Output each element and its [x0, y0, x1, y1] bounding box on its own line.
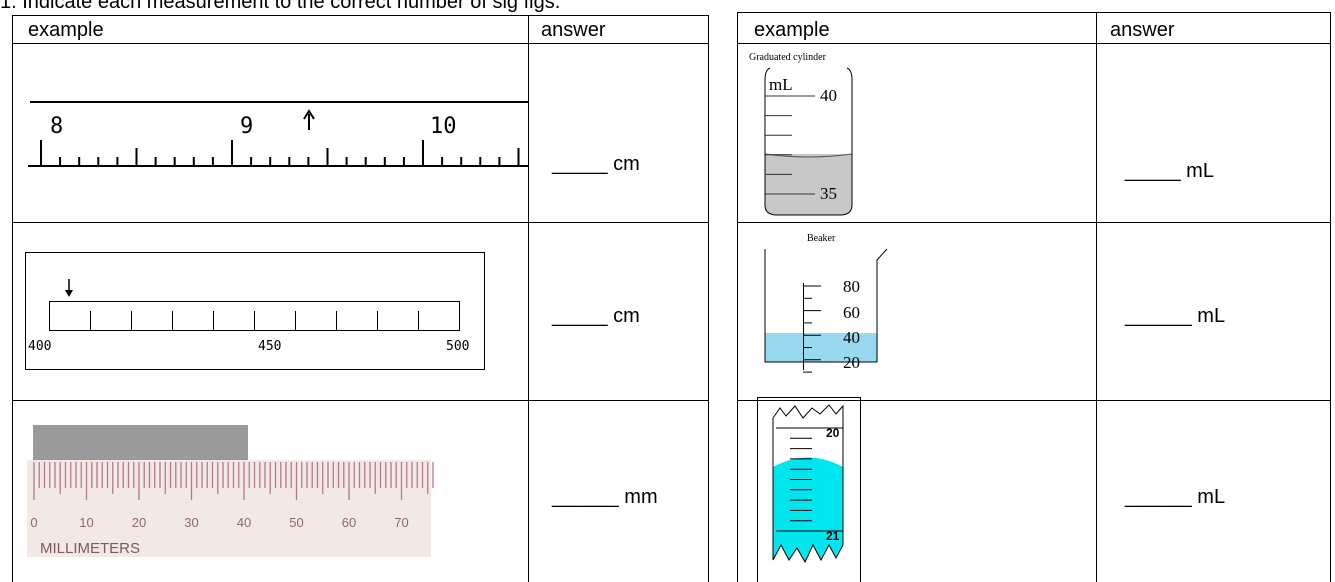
- column-header: answer: [541, 19, 606, 41]
- unit-label: mL: [769, 75, 793, 94]
- ruler-label: 400: [28, 339, 51, 354]
- ruler-label: 50: [289, 515, 303, 530]
- scale-label: 40: [820, 86, 837, 105]
- answer: _____ cm: [551, 305, 640, 327]
- measured-object: [33, 425, 248, 460]
- answer: ______ mL: [1124, 305, 1225, 327]
- scale-label: 21: [826, 529, 840, 543]
- liquid: [765, 154, 852, 215]
- liquid: [765, 333, 877, 362]
- ruler-body: [27, 460, 431, 557]
- ruler-figure: 8 9 10: [28, 101, 528, 167]
- beaker-wall: [764, 248, 888, 363]
- liquid: [773, 457, 843, 562]
- cylinder-figure: Graduated cylinder mL 40 35: [749, 52, 853, 216]
- answer: _____ cm: [551, 153, 640, 175]
- ruler-figure: 400 450 500: [25, 252, 485, 370]
- right-table-grid: [737, 12, 1331, 582]
- scale-label: 60: [843, 303, 860, 322]
- scale-label: 40: [843, 328, 860, 347]
- burette-figure: 20 21: [757, 397, 861, 582]
- ruler-label: 450: [258, 339, 281, 354]
- figure-title: Graduated cylinder: [749, 52, 827, 63]
- answer: ______ mm: [551, 486, 658, 508]
- ruler-label: 70: [394, 515, 408, 530]
- ruler-label: 9: [240, 114, 253, 139]
- scale-label: 20: [843, 353, 860, 372]
- ruler-label: 8: [50, 114, 63, 139]
- heading: 1. Indicate each measurement to the corr…: [0, 0, 560, 13]
- column-header: example: [28, 19, 104, 41]
- ruler-label: 10: [79, 515, 93, 530]
- cylinder-wall: [764, 67, 853, 216]
- scale-label: 80: [843, 277, 860, 296]
- ruler-figure: 0 10 20 30 40 50 60 70 MILLIMETERS: [27, 425, 434, 557]
- column-header: answer: [1110, 19, 1175, 41]
- burette-wall: [772, 404, 844, 564]
- table-border: [12, 15, 709, 582]
- figure-frame: [757, 397, 861, 582]
- ruler-label: 0: [30, 515, 37, 530]
- figure-title: Beaker: [807, 233, 836, 244]
- answer: ______ mL: [1124, 486, 1225, 508]
- ruler-label: 20: [132, 515, 146, 530]
- table-border: [737, 12, 1331, 582]
- ruler-label: 30: [184, 515, 198, 530]
- ruler-label: 10: [430, 114, 457, 139]
- figure-frame: [25, 252, 485, 370]
- ruler-label: 500: [446, 339, 469, 354]
- scale-label: 20: [826, 426, 840, 440]
- scale-label: 35: [820, 184, 837, 203]
- arrow-head: [65, 290, 73, 297]
- ruler-label: 40: [237, 515, 251, 530]
- ruler-caption: MILLIMETERS: [40, 540, 140, 557]
- ruler-label: 60: [342, 515, 356, 530]
- arrow-head: [303, 109, 315, 120]
- beaker-figure: Beaker 80 60 40 20: [764, 233, 888, 373]
- column-header: example: [754, 19, 830, 41]
- answer: _____ mL: [1124, 160, 1214, 182]
- left-table-grid: [12, 15, 709, 582]
